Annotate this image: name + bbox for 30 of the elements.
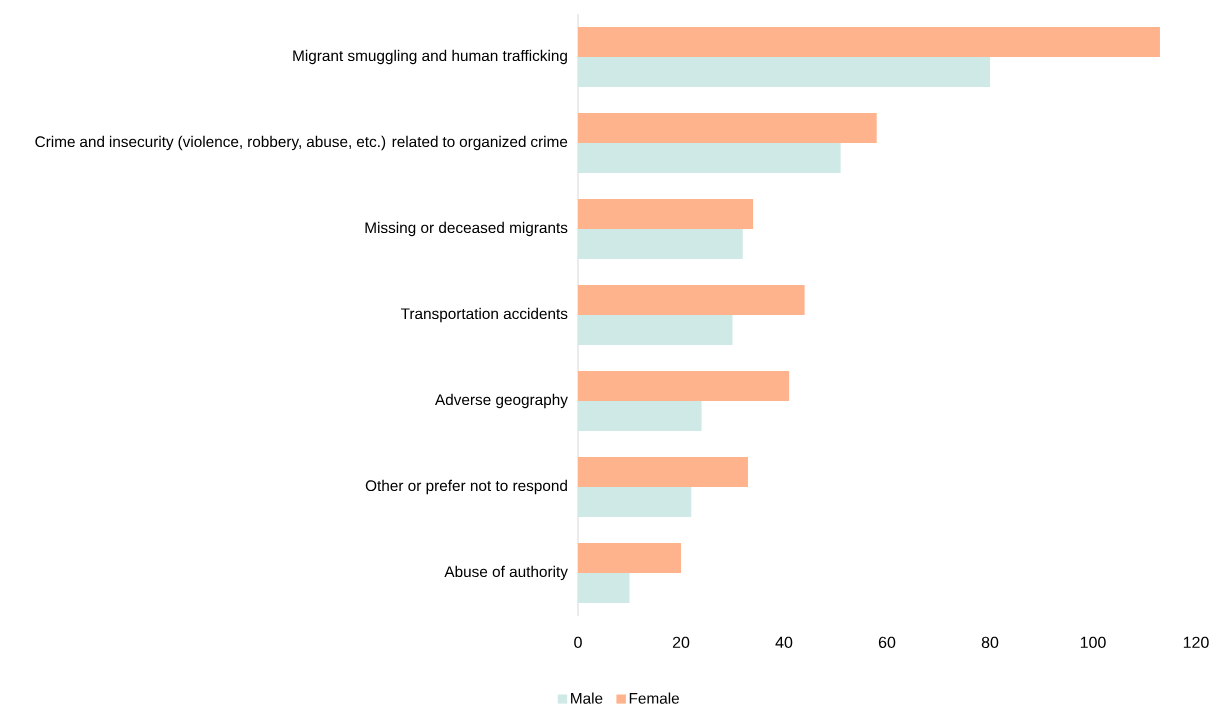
y-tick-label: Missing or deceased migrants [365,221,568,237]
y-tick-label: Transportation accidents [400,307,568,323]
bar [578,457,748,488]
bar [578,315,733,346]
bar [578,285,805,316]
bar [578,573,630,604]
x-tick-label: 40 [775,636,793,649]
bar [578,371,790,402]
x-tick-label: 60 [878,636,896,649]
legend-label: Female [629,692,679,704]
bar [578,487,692,518]
x-tick-label: 80 [981,636,999,649]
y-tick-label: Crime and insecurity (violence, robbery, abuse, etc.) related to organized crime [35,135,568,151]
y-tick-label: Abuse of authority [444,565,568,581]
bar [578,229,743,260]
x-tick-label: 120 [1183,636,1209,649]
bar [578,199,754,230]
bar [578,27,1160,58]
bar [578,57,990,88]
y-tick-label: Other or prefer not to respond [365,479,567,495]
x-tick-label: 20 [672,636,690,649]
y-tick-label: Migrant smuggling and human trafficking [293,49,567,65]
bar [578,143,841,174]
x-tick-label: 100 [1080,636,1106,649]
legend-label: Male [571,692,603,704]
bar [578,113,877,144]
y-tick-label: Adverse geography [435,393,568,409]
bar [578,543,681,574]
bar [578,401,702,432]
x-tick-label: 0 [574,636,582,649]
